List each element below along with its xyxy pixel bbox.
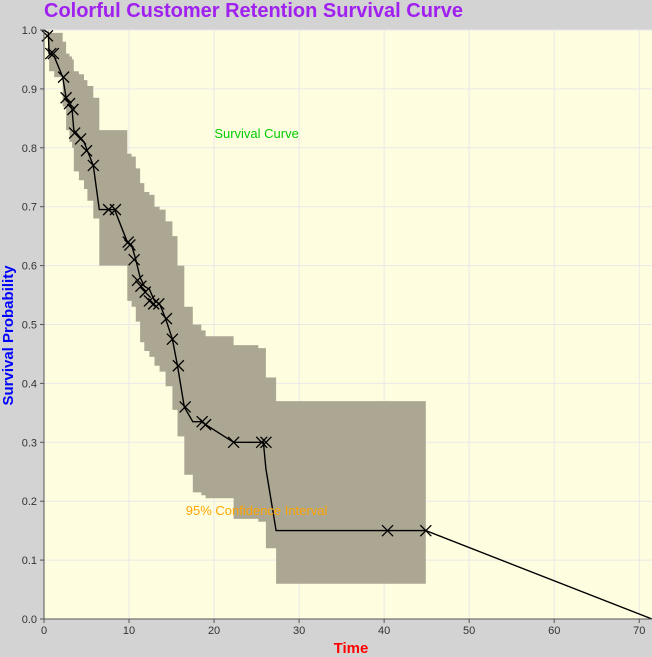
y-tick-label: 0.7 xyxy=(22,202,37,214)
censored-marks-group xyxy=(41,29,432,537)
censored-mark xyxy=(227,436,240,449)
censored-mark-stroke xyxy=(172,359,185,372)
y-tick-label: 0.2 xyxy=(22,496,37,508)
x-tick-label: 70 xyxy=(633,625,645,637)
censored-mark-stroke xyxy=(134,280,147,293)
confidence-band-group xyxy=(44,30,426,584)
x-tick-label: 60 xyxy=(548,625,560,637)
censored-mark-stroke xyxy=(63,97,76,110)
censored-mark-stroke xyxy=(160,312,173,325)
x-tick-label: 30 xyxy=(293,625,305,637)
censored-mark-stroke xyxy=(259,436,272,449)
censored-mark-stroke xyxy=(199,418,212,431)
censored-mark-stroke xyxy=(227,436,240,449)
censored-mark-stroke xyxy=(381,524,394,537)
censored-mark xyxy=(87,159,100,172)
censored-mark-stroke xyxy=(139,286,152,299)
confidence-interval-annotation: 95% Confidence Interval xyxy=(186,503,328,518)
censored-mark-stroke xyxy=(44,47,57,60)
censored-mark xyxy=(131,274,144,287)
y-tick-label: 0.0 xyxy=(22,614,37,626)
censored-mark xyxy=(147,297,160,310)
x-tick-label: 0 xyxy=(41,625,47,637)
censored-mark xyxy=(160,312,173,325)
censored-mark-stroke xyxy=(131,274,144,287)
censored-mark-stroke xyxy=(57,71,70,84)
censored-mark-stroke xyxy=(68,127,81,140)
y-tick-label: 0.5 xyxy=(22,320,37,332)
censored-mark-stroke xyxy=(122,236,135,248)
censored-mark xyxy=(381,524,394,537)
censored-mark xyxy=(44,47,57,60)
censored-mark xyxy=(123,239,136,251)
censored-mark xyxy=(139,286,152,299)
censored-mark xyxy=(259,436,272,449)
censored-mark xyxy=(199,418,212,431)
censored-mark xyxy=(152,297,165,310)
x-tick-label: 40 xyxy=(378,625,390,637)
censored-mark-stroke xyxy=(80,144,93,157)
y-tick-labels: 0.0 0.1 0.2 0.3 0.4 0.5 0.6 0.7 0.8 0.9 1.0 xyxy=(22,25,44,626)
confidence-band xyxy=(44,30,426,584)
y-axis-label: Survival Probability xyxy=(0,265,17,406)
censored-mark-stroke xyxy=(166,333,179,346)
censored-mark xyxy=(80,144,93,157)
x-tick-label: 10 xyxy=(123,625,135,637)
y-tick-label: 0.4 xyxy=(22,378,37,390)
censored-mark-stroke xyxy=(255,436,268,449)
censored-mark xyxy=(74,133,87,145)
censored-mark-stroke xyxy=(179,401,192,413)
censored-mark xyxy=(255,436,268,449)
y-tick-label: 0.1 xyxy=(22,555,37,567)
censored-mark-stroke xyxy=(74,133,87,145)
censored-mark xyxy=(134,280,147,293)
censored-mark xyxy=(166,333,179,346)
x-tick-label: 50 xyxy=(463,625,475,637)
censored-mark xyxy=(419,524,432,537)
censored-mark-stroke xyxy=(60,91,73,104)
censored-mark xyxy=(63,97,76,110)
censored-mark xyxy=(109,203,122,216)
y-tick-label: 0.8 xyxy=(22,143,37,155)
censored-mark-stroke xyxy=(66,103,79,116)
censored-mark xyxy=(122,236,135,248)
y-tick-label: 0.3 xyxy=(22,437,37,449)
x-tick-label: 20 xyxy=(208,625,220,637)
censored-mark xyxy=(57,71,70,84)
censored-mark xyxy=(172,359,185,372)
censored-mark xyxy=(128,253,141,266)
censored-mark xyxy=(60,91,73,104)
y-tick-label: 0.6 xyxy=(22,261,37,273)
chart-title: Colorful Customer Retention Survival Cur… xyxy=(44,0,463,22)
censored-mark xyxy=(179,401,192,413)
censored-mark-stroke xyxy=(152,297,165,310)
x-tick-labels: 0 10 20 30 40 50 60 70 xyxy=(41,619,645,637)
censored-mark-stroke xyxy=(87,159,100,172)
censored-mark-stroke xyxy=(123,239,136,251)
censored-mark xyxy=(66,103,79,116)
censored-mark-stroke xyxy=(143,294,156,307)
x-axis-label: Time xyxy=(334,640,369,657)
censored-mark-stroke xyxy=(47,47,60,60)
y-tick-label: 1.0 xyxy=(22,25,37,37)
y-tick-label: 0.9 xyxy=(22,84,37,96)
censored-mark-stroke xyxy=(109,203,122,216)
censored-mark-stroke xyxy=(419,524,432,537)
survival-curve-annotation: Survival Curve xyxy=(214,126,299,141)
censored-mark xyxy=(47,47,60,60)
censored-mark-stroke xyxy=(147,297,160,310)
censored-mark-stroke xyxy=(128,253,141,266)
